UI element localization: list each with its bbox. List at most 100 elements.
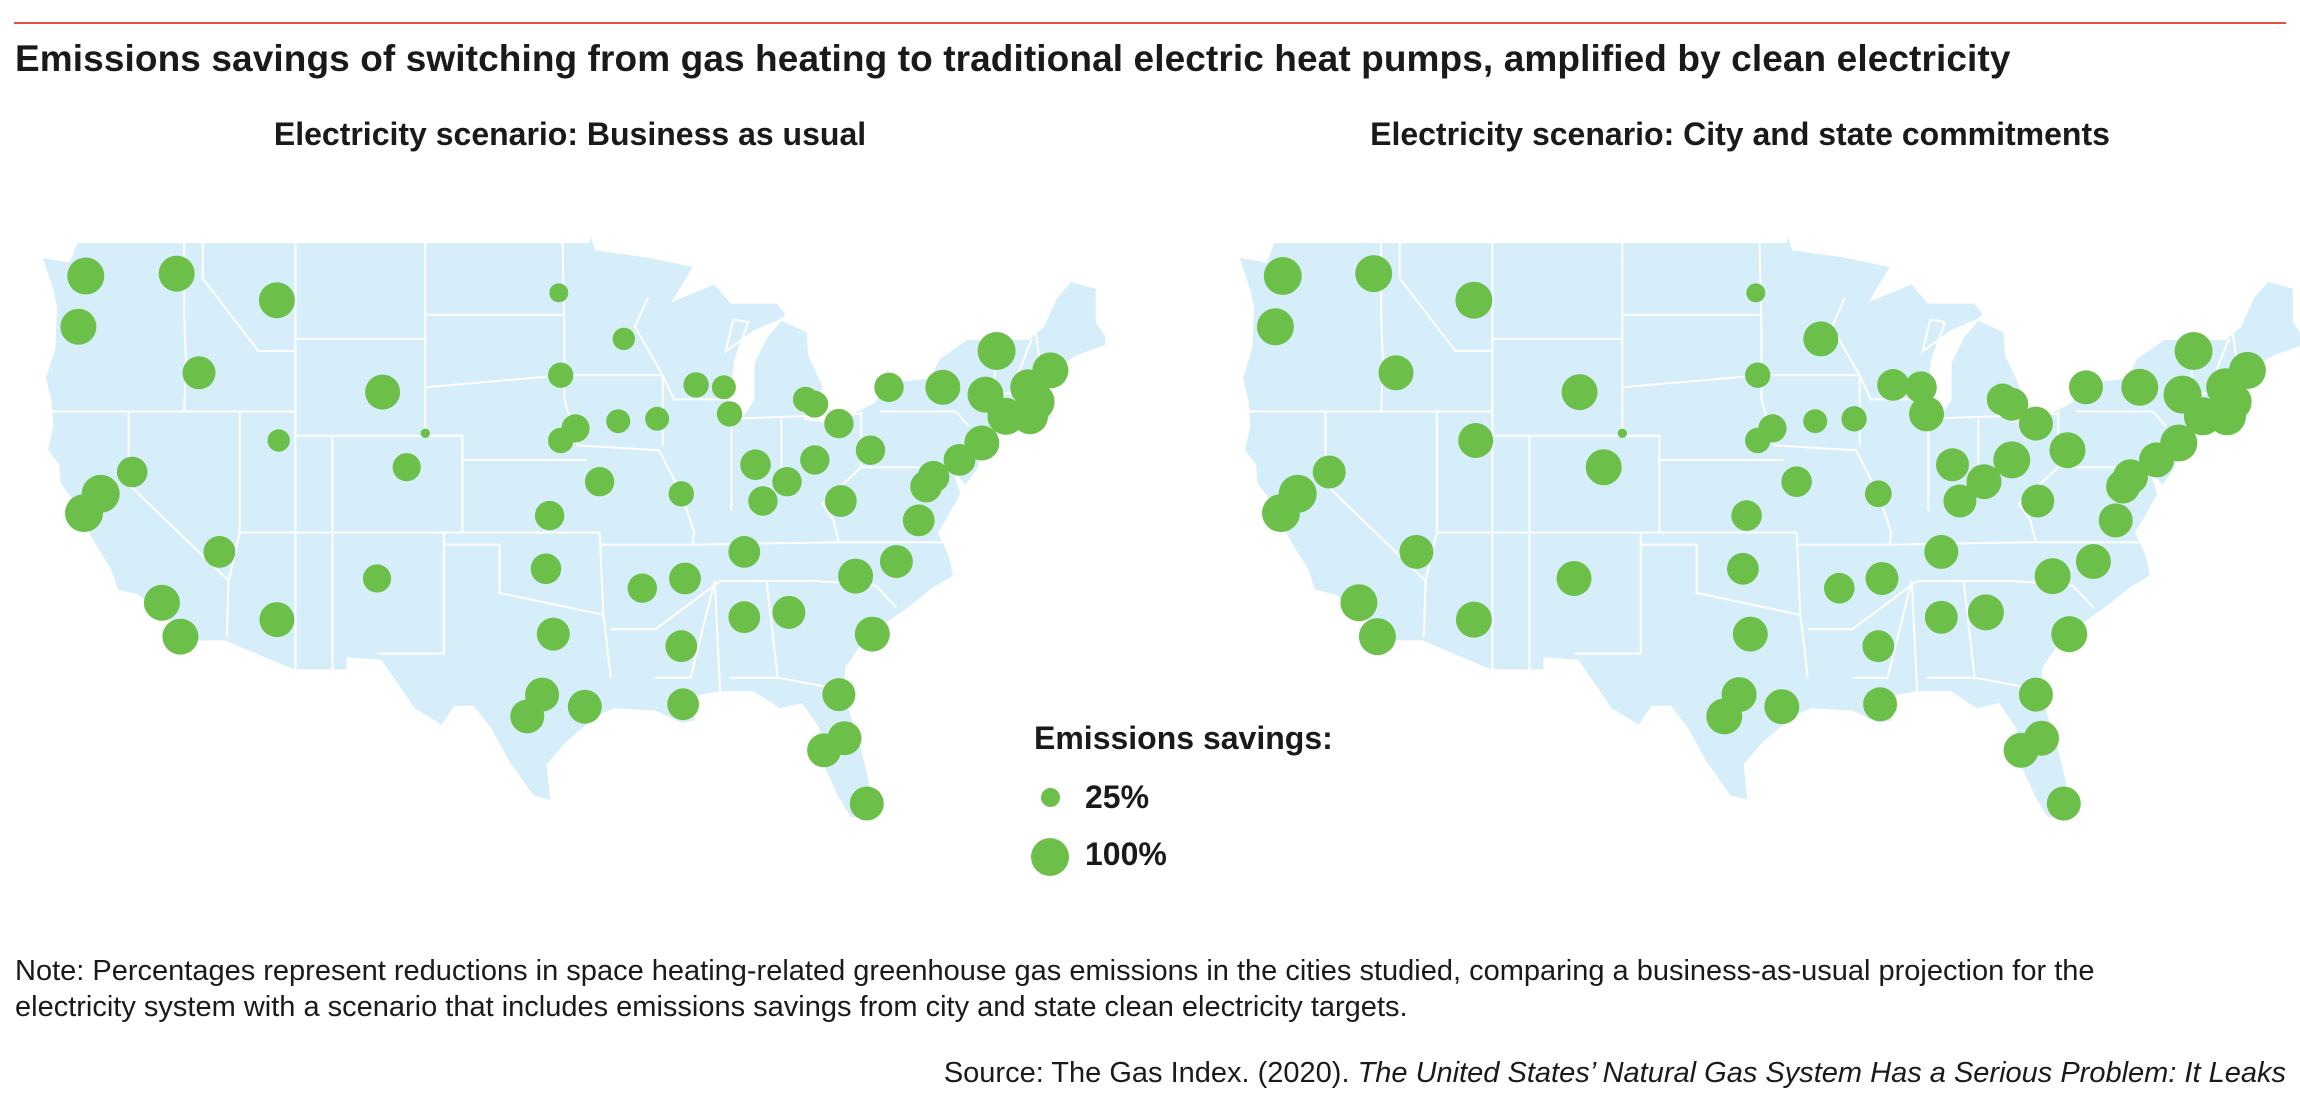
- city-dot: [668, 481, 694, 507]
- city-dot: [1936, 448, 1969, 482]
- city-dot: [1585, 449, 1622, 486]
- city-dot: [2051, 616, 2088, 653]
- city-dot: [67, 257, 105, 295]
- city-dot: [1905, 371, 1937, 404]
- legend-label-100: 100%: [1085, 836, 1167, 872]
- city-dot: [800, 445, 830, 475]
- city-dot: [854, 616, 890, 652]
- city-dot: [1706, 698, 1743, 735]
- state-border: [598, 532, 612, 678]
- note-text: Note: Percentages represent reductions i…: [15, 955, 2095, 1023]
- city-dot: [549, 283, 569, 303]
- city-dot: [1764, 689, 1800, 725]
- us-outline: [1236, 228, 2300, 820]
- city-dots: [60, 255, 1069, 821]
- city-dot: [1967, 594, 2004, 631]
- city-dot: [2160, 424, 2198, 462]
- city-dot: [925, 369, 961, 405]
- city-dot: [2208, 397, 2246, 436]
- city-dot: [855, 435, 886, 465]
- city-dot: [879, 545, 913, 578]
- city-dot: [728, 601, 761, 634]
- city-dot: [1256, 308, 1294, 346]
- city-dot: [1781, 466, 1812, 498]
- city-dot: [392, 453, 421, 482]
- city-dot: [1746, 283, 1766, 303]
- state-border: [1398, 242, 1493, 352]
- city-dot: [1312, 455, 1346, 489]
- map-title-business-as-usual: Electricity scenario: Business as usual: [273, 116, 867, 152]
- city-dot: [548, 362, 574, 388]
- state-border: [879, 410, 970, 427]
- city-dot: [2034, 558, 2071, 595]
- city-dot: [362, 564, 392, 593]
- state-border: [1910, 580, 1919, 693]
- state-border: [2076, 410, 2167, 427]
- city-dot: [1263, 257, 1302, 295]
- city-dot: [2018, 677, 2053, 712]
- city-dot: [967, 376, 1004, 413]
- city-dot: [534, 500, 565, 531]
- city-dot: [740, 449, 771, 480]
- city-dot: [1966, 464, 2002, 500]
- legend-label-25: 25%: [1085, 779, 1150, 815]
- city-dot: [838, 558, 874, 594]
- state-border: [425, 374, 565, 389]
- city-dot: [1865, 562, 1899, 595]
- city-dot: [60, 308, 97, 345]
- us-land-shape: [1236, 228, 2300, 820]
- legend-title: Emissions savings:: [1034, 720, 1333, 756]
- city-dot: [162, 618, 199, 655]
- city-dots: [1256, 255, 2266, 821]
- city-dot: [2069, 370, 2103, 405]
- city-dot: [772, 595, 806, 629]
- city-dot: [964, 425, 1000, 461]
- city-dot: [1824, 572, 1855, 604]
- legend-swatch-small: [1040, 787, 1060, 807]
- city-dot: [420, 428, 430, 438]
- city-dot: [259, 602, 295, 638]
- city-dot: [1986, 383, 2019, 416]
- city-dot: [1758, 414, 1787, 443]
- city-dot: [772, 467, 802, 497]
- city-dot: [1032, 352, 1069, 389]
- state-border: [713, 580, 722, 693]
- city-dot: [711, 375, 736, 400]
- city-dot: [1617, 428, 1627, 438]
- city-dot: [1863, 687, 1898, 722]
- map-business-as-usual: [39, 228, 1105, 821]
- legend-item-25: 25%: [1030, 772, 1330, 822]
- state-border: [655, 580, 716, 679]
- state-borders: [1247, 242, 2241, 693]
- city-dot: [1455, 281, 1493, 319]
- state-border: [1852, 580, 1913, 679]
- legend-swatch-large: [1031, 838, 1069, 876]
- state-border: [654, 579, 813, 631]
- city-dot: [1340, 584, 1378, 622]
- city-dot: [365, 374, 401, 410]
- city-dot: [1399, 534, 1434, 569]
- city-dot: [849, 786, 884, 821]
- city-dot: [267, 429, 290, 452]
- city-dot: [669, 562, 701, 595]
- city-dot: [536, 617, 570, 651]
- city-dot: [1455, 601, 1492, 638]
- legend-item-100: 100%: [1030, 832, 1330, 882]
- city-dot: [683, 372, 709, 398]
- city-dot: [645, 406, 670, 431]
- city-dot: [81, 474, 120, 513]
- city-dot: [822, 678, 856, 712]
- city-dot: [143, 584, 180, 621]
- city-dot: [1862, 630, 1895, 663]
- city-dot: [627, 573, 657, 603]
- city-dot: [561, 414, 590, 443]
- city-dot: [2121, 368, 2159, 406]
- city-dot: [1358, 618, 1396, 656]
- main-title: Emissions savings of switching from gas …: [15, 38, 2011, 79]
- top-rule: [14, 22, 2286, 24]
- city-dot: [1924, 600, 1958, 634]
- city-dot: [606, 409, 631, 434]
- city-dot: [748, 486, 778, 516]
- city-dot: [2228, 351, 2266, 389]
- city-dot: [2163, 375, 2202, 414]
